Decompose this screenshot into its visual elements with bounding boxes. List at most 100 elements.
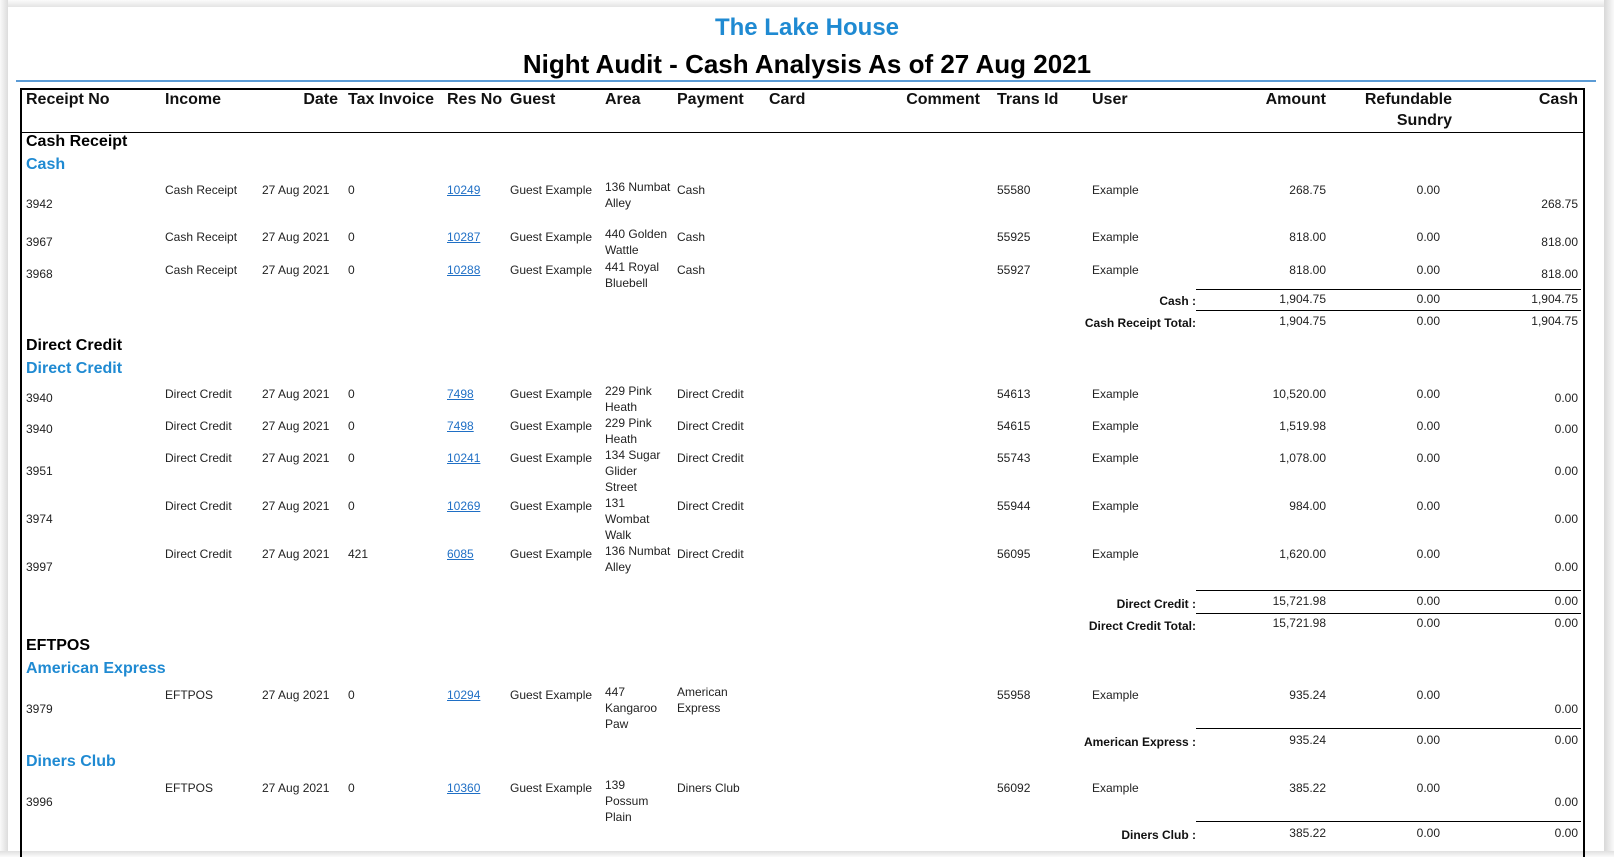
total-rule [1196,613,1581,614]
cell-tax-invoice: 0 [348,387,355,401]
res-no-link[interactable]: 7498 [447,387,474,401]
subtotal-cash: 0.00 [1554,733,1578,747]
cell-amount: 1,078.00 [1279,451,1326,465]
subtotal-rule [1196,821,1581,822]
cell-trans-id: 55925 [997,230,1031,244]
group-total-amount: 1,904.75 [1279,314,1326,328]
subtotal-label: American Express : [1083,735,1196,749]
subtotal-rule [1196,590,1581,591]
res-no-link[interactable]: 10269 [447,499,481,513]
cell-trans-id: 55580 [997,183,1031,197]
cell-date: 27 Aug 2021 [262,781,330,795]
cell-payment: American Express [677,685,728,715]
page-shadow-bottom [0,851,1614,857]
res-no-link[interactable]: 10241 [447,451,481,465]
cell-receipt-no: 3996 [26,795,53,809]
cell-payment: Cash [677,263,706,277]
cell-guest: Guest Example [510,230,593,244]
page-shadow-top [0,0,1614,7]
res-no-link[interactable]: 10360 [447,781,481,795]
cell-sundry: 0.00 [1416,781,1440,795]
cell-sundry: 0.00 [1416,183,1440,197]
subgroup-header: Diners Club [26,753,116,770]
cell-income: Direct Credit [165,387,232,401]
subtotal-cash: 1,904.75 [1531,292,1578,306]
cell-income: EFTPOS [165,688,214,702]
cell-guest: Guest Example [510,688,593,702]
cell-date: 27 Aug 2021 [262,688,330,702]
cell-guest: Guest Example [510,387,593,401]
cell-user: Example [1092,183,1139,197]
cell-user: Example [1092,419,1139,433]
col-header-trans-id: Trans Id [997,91,1059,108]
cell-tax-invoice: 0 [348,688,355,702]
cell-cash: 268.75 [1541,197,1578,211]
res-no-link[interactable]: 10287 [447,230,481,244]
subtotal-rule [1196,728,1581,729]
cell-trans-id: 54615 [997,419,1031,433]
cell-cash: 818.00 [1541,267,1578,281]
col-header-tax-invoice: Tax Invoice [348,91,434,108]
group-header: Cash Receipt [26,133,128,150]
cell-amount: 10,520.00 [1272,387,1326,401]
cell-trans-id: 56092 [997,781,1031,795]
col-header-amount: Amount [1265,91,1326,108]
res-no-link[interactable]: 10288 [447,263,481,277]
cell-cash: 0.00 [1554,464,1578,478]
group-total-sundry: 0.00 [1416,314,1440,328]
cell-tax-invoice: 0 [348,263,355,277]
cell-payment: Direct Credit [677,451,744,465]
cell-guest: Guest Example [510,183,593,197]
cell-income: Cash Receipt [165,230,238,244]
subgroup-header: Cash [26,156,66,173]
cell-receipt-no: 3974 [26,512,53,526]
cell-sundry: 0.00 [1416,451,1440,465]
cell-receipt-no: 3940 [26,422,53,436]
cell-tax-invoice: 0 [348,499,355,513]
cell-payment: Direct Credit [677,419,744,433]
cell-amount: 268.75 [1289,183,1326,197]
group-total-cash: 0.00 [1554,616,1578,630]
cell-trans-id: 55944 [997,499,1031,513]
title-divider [16,80,1596,82]
cell-sundry: 0.00 [1416,688,1440,702]
group-total-cash: 1,904.75 [1531,314,1578,328]
cell-guest: Guest Example [510,263,593,277]
cell-amount: 385.22 [1289,781,1326,795]
res-no-link[interactable]: 7498 [447,419,474,433]
group-total-sundry: 0.00 [1416,616,1440,630]
cell-trans-id: 55927 [997,263,1031,277]
cell-tax-invoice: 0 [348,230,355,244]
subtotal-label: Diners Club : [1121,828,1196,842]
cell-user: Example [1092,451,1139,465]
subtotal-label: Direct Credit : [1116,597,1196,611]
cell-area: 134 Sugar Glider Street [605,448,661,494]
res-no-link[interactable]: 10249 [447,183,481,197]
res-no-link[interactable]: 6085 [447,547,474,561]
cell-date: 27 Aug 2021 [262,419,330,433]
col-header-payment: Payment [677,91,744,108]
cell-sundry: 0.00 [1416,230,1440,244]
cell-user: Example [1092,547,1139,561]
res-no-link[interactable]: 10294 [447,688,481,702]
subtotal-cash: 0.00 [1554,826,1578,840]
subtotal-rule [1196,289,1581,290]
cell-date: 27 Aug 2021 [262,547,330,561]
cell-guest: Guest Example [510,547,593,561]
col-header-user: User [1092,91,1128,108]
subtotal-amount: 1,904.75 [1279,292,1326,306]
cell-cash: 0.00 [1554,702,1578,716]
cell-guest: Guest Example [510,781,593,795]
cell-amount: 818.00 [1289,230,1326,244]
col-header-income: Income [165,91,222,108]
cell-trans-id: 55958 [997,688,1031,702]
cell-date: 27 Aug 2021 [262,183,330,197]
col-header-area: Area [605,91,641,108]
col-header-date: Date [303,91,338,108]
cell-income: EFTPOS [165,781,214,795]
cell-user: Example [1092,230,1139,244]
cell-amount: 935.24 [1289,688,1326,702]
cell-area: 447 Kangaroo Paw [605,685,658,731]
cell-amount: 818.00 [1289,263,1326,277]
